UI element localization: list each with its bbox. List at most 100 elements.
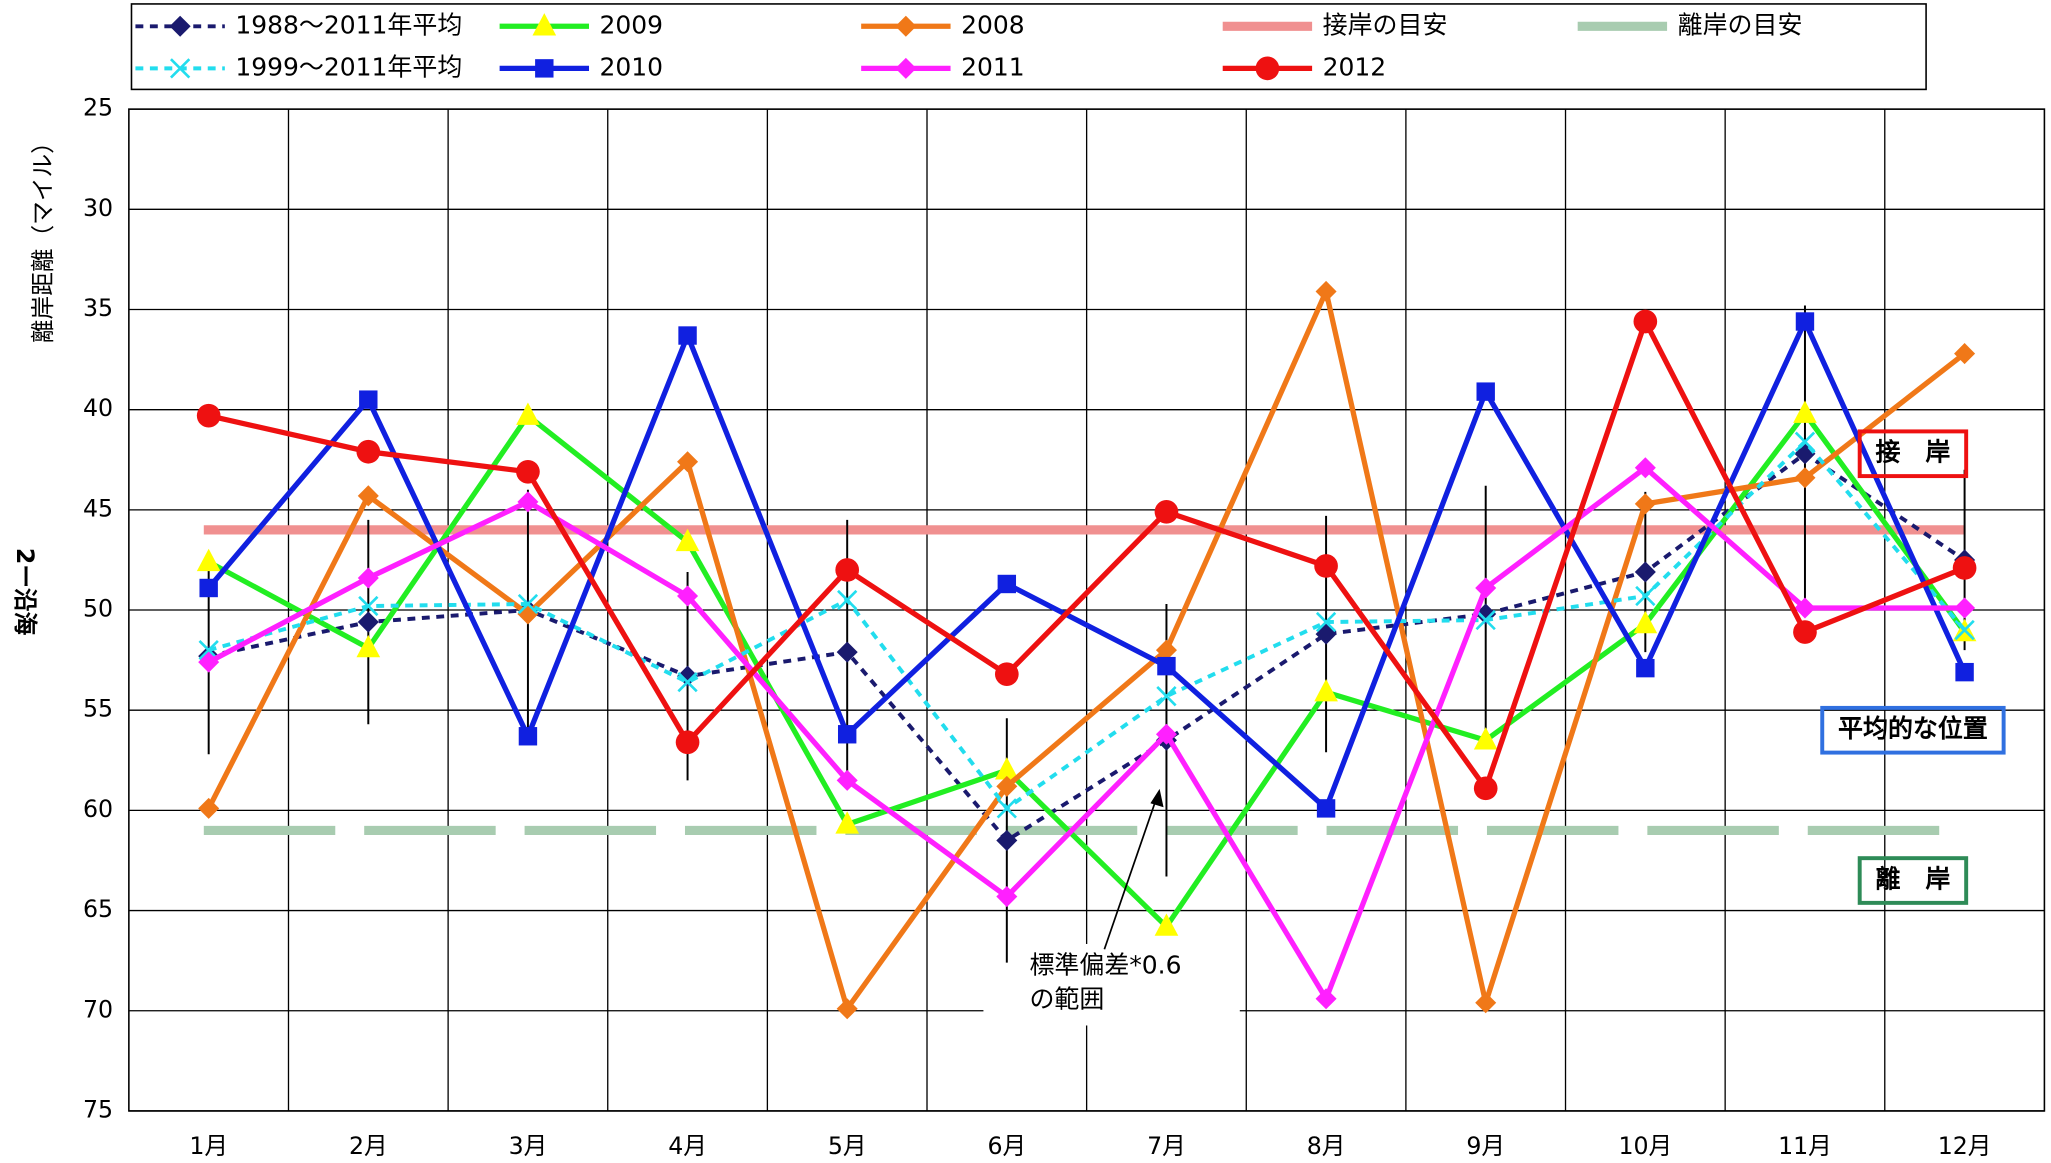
x-tick-label: 5月 <box>828 1132 867 1160</box>
marker <box>1795 312 1815 331</box>
series-line <box>208 451 1966 844</box>
series-markers <box>198 431 1975 819</box>
x-tick-label: 6月 <box>987 1132 1026 1160</box>
series-markers <box>196 309 1977 801</box>
marker <box>675 730 700 755</box>
marker <box>837 589 858 611</box>
x-tick-label: 1月 <box>189 1132 228 1160</box>
annotation-box <box>1820 705 2006 755</box>
marker <box>199 578 218 598</box>
marker <box>997 574 1017 594</box>
series-markers <box>199 312 1974 818</box>
marker <box>1633 309 1658 334</box>
marker <box>1156 686 1177 707</box>
legend-label: 2009 <box>600 10 664 39</box>
marker <box>677 672 698 693</box>
note-arrow <box>1103 796 1158 950</box>
marker <box>1952 556 1977 580</box>
marker <box>1154 913 1179 936</box>
marker <box>837 725 857 744</box>
marker <box>1475 609 1496 631</box>
x-tick-label: 8月 <box>1307 1132 1346 1160</box>
marker <box>1315 611 1337 633</box>
marker <box>1314 679 1338 702</box>
marker <box>198 651 220 673</box>
marker <box>198 797 220 819</box>
marker <box>1634 457 1656 479</box>
y-axis-title: 離岸距離（マイル） <box>29 130 57 343</box>
legend-label: 2008 <box>961 10 1025 39</box>
marker <box>1476 382 1495 401</box>
y-tick-label: 25 <box>83 94 113 122</box>
marker <box>835 811 860 834</box>
series-line <box>206 315 1967 813</box>
x-tick-label: 12月 <box>1938 1132 1992 1160</box>
legend-label: 1988〜2011年平均 <box>235 10 462 39</box>
marker <box>1154 500 1179 524</box>
marker <box>677 451 699 473</box>
marker <box>1473 776 1498 801</box>
note-arrowhead <box>1150 788 1164 808</box>
y-tick-label: 75 <box>83 1095 113 1123</box>
marker <box>517 593 539 615</box>
marker <box>677 585 699 607</box>
note-text: 標準偏差*0.6 <box>1029 950 1181 979</box>
x-tick-label: 10月 <box>1618 1132 1672 1160</box>
series-line <box>206 283 1967 1015</box>
x-tick-label: 9月 <box>1466 1132 1505 1160</box>
y-tick-label: 55 <box>83 695 113 723</box>
marker <box>1315 988 1337 1010</box>
annotation: 離 岸 <box>1875 865 1950 894</box>
marker <box>358 595 379 617</box>
legend-label: 2010 <box>600 52 664 81</box>
x-tick-label: 11月 <box>1778 1132 1832 1160</box>
marker <box>1954 343 1976 365</box>
marker <box>678 326 697 345</box>
legend-label: 2012 <box>1323 52 1387 81</box>
marker <box>359 390 378 409</box>
marker <box>996 829 1018 851</box>
marker <box>1793 620 1817 644</box>
annotation-box <box>1857 856 1969 905</box>
marker <box>1157 656 1176 676</box>
marker <box>1473 727 1498 750</box>
marker <box>1794 597 1816 619</box>
y-tick-label: 70 <box>83 995 113 1023</box>
y-tick-label: 40 <box>83 394 113 422</box>
legend-label: 接岸の目安 <box>1323 10 1448 39</box>
y-tick-label: 45 <box>83 494 113 522</box>
note-bg <box>983 943 1240 1026</box>
annotation: 平均的な位置 <box>1838 714 1988 743</box>
legend-label: 離岸の目安 <box>1678 10 1803 39</box>
legend-label: 1999〜2011年平均 <box>235 52 462 81</box>
marker <box>996 886 1018 908</box>
series-line <box>207 409 1967 931</box>
marker <box>356 634 381 658</box>
series-line <box>208 314 1966 795</box>
marker <box>1955 662 1974 682</box>
marker <box>1954 597 1976 619</box>
marker <box>1315 280 1337 302</box>
marker <box>196 548 221 572</box>
x-tick-label: 3月 <box>509 1132 548 1160</box>
marker <box>1636 658 1655 678</box>
annotation: 接 岸 <box>1875 438 1950 467</box>
marker <box>1634 561 1656 583</box>
marker <box>517 491 539 513</box>
y-tick-label: 65 <box>83 895 113 923</box>
legend-marker <box>1255 56 1280 81</box>
y-tick-label: 60 <box>83 795 113 823</box>
x-tick-label: 7月 <box>1147 1132 1186 1160</box>
marker <box>516 459 540 484</box>
marker <box>1794 431 1816 452</box>
legend-marker <box>535 59 554 78</box>
marker <box>357 485 379 507</box>
annotation-box <box>1857 429 1969 479</box>
marker <box>835 558 860 582</box>
marker <box>1316 799 1336 818</box>
legend-box <box>130 3 1927 91</box>
marker <box>356 439 381 464</box>
x-tick-label: 2月 <box>349 1132 388 1160</box>
